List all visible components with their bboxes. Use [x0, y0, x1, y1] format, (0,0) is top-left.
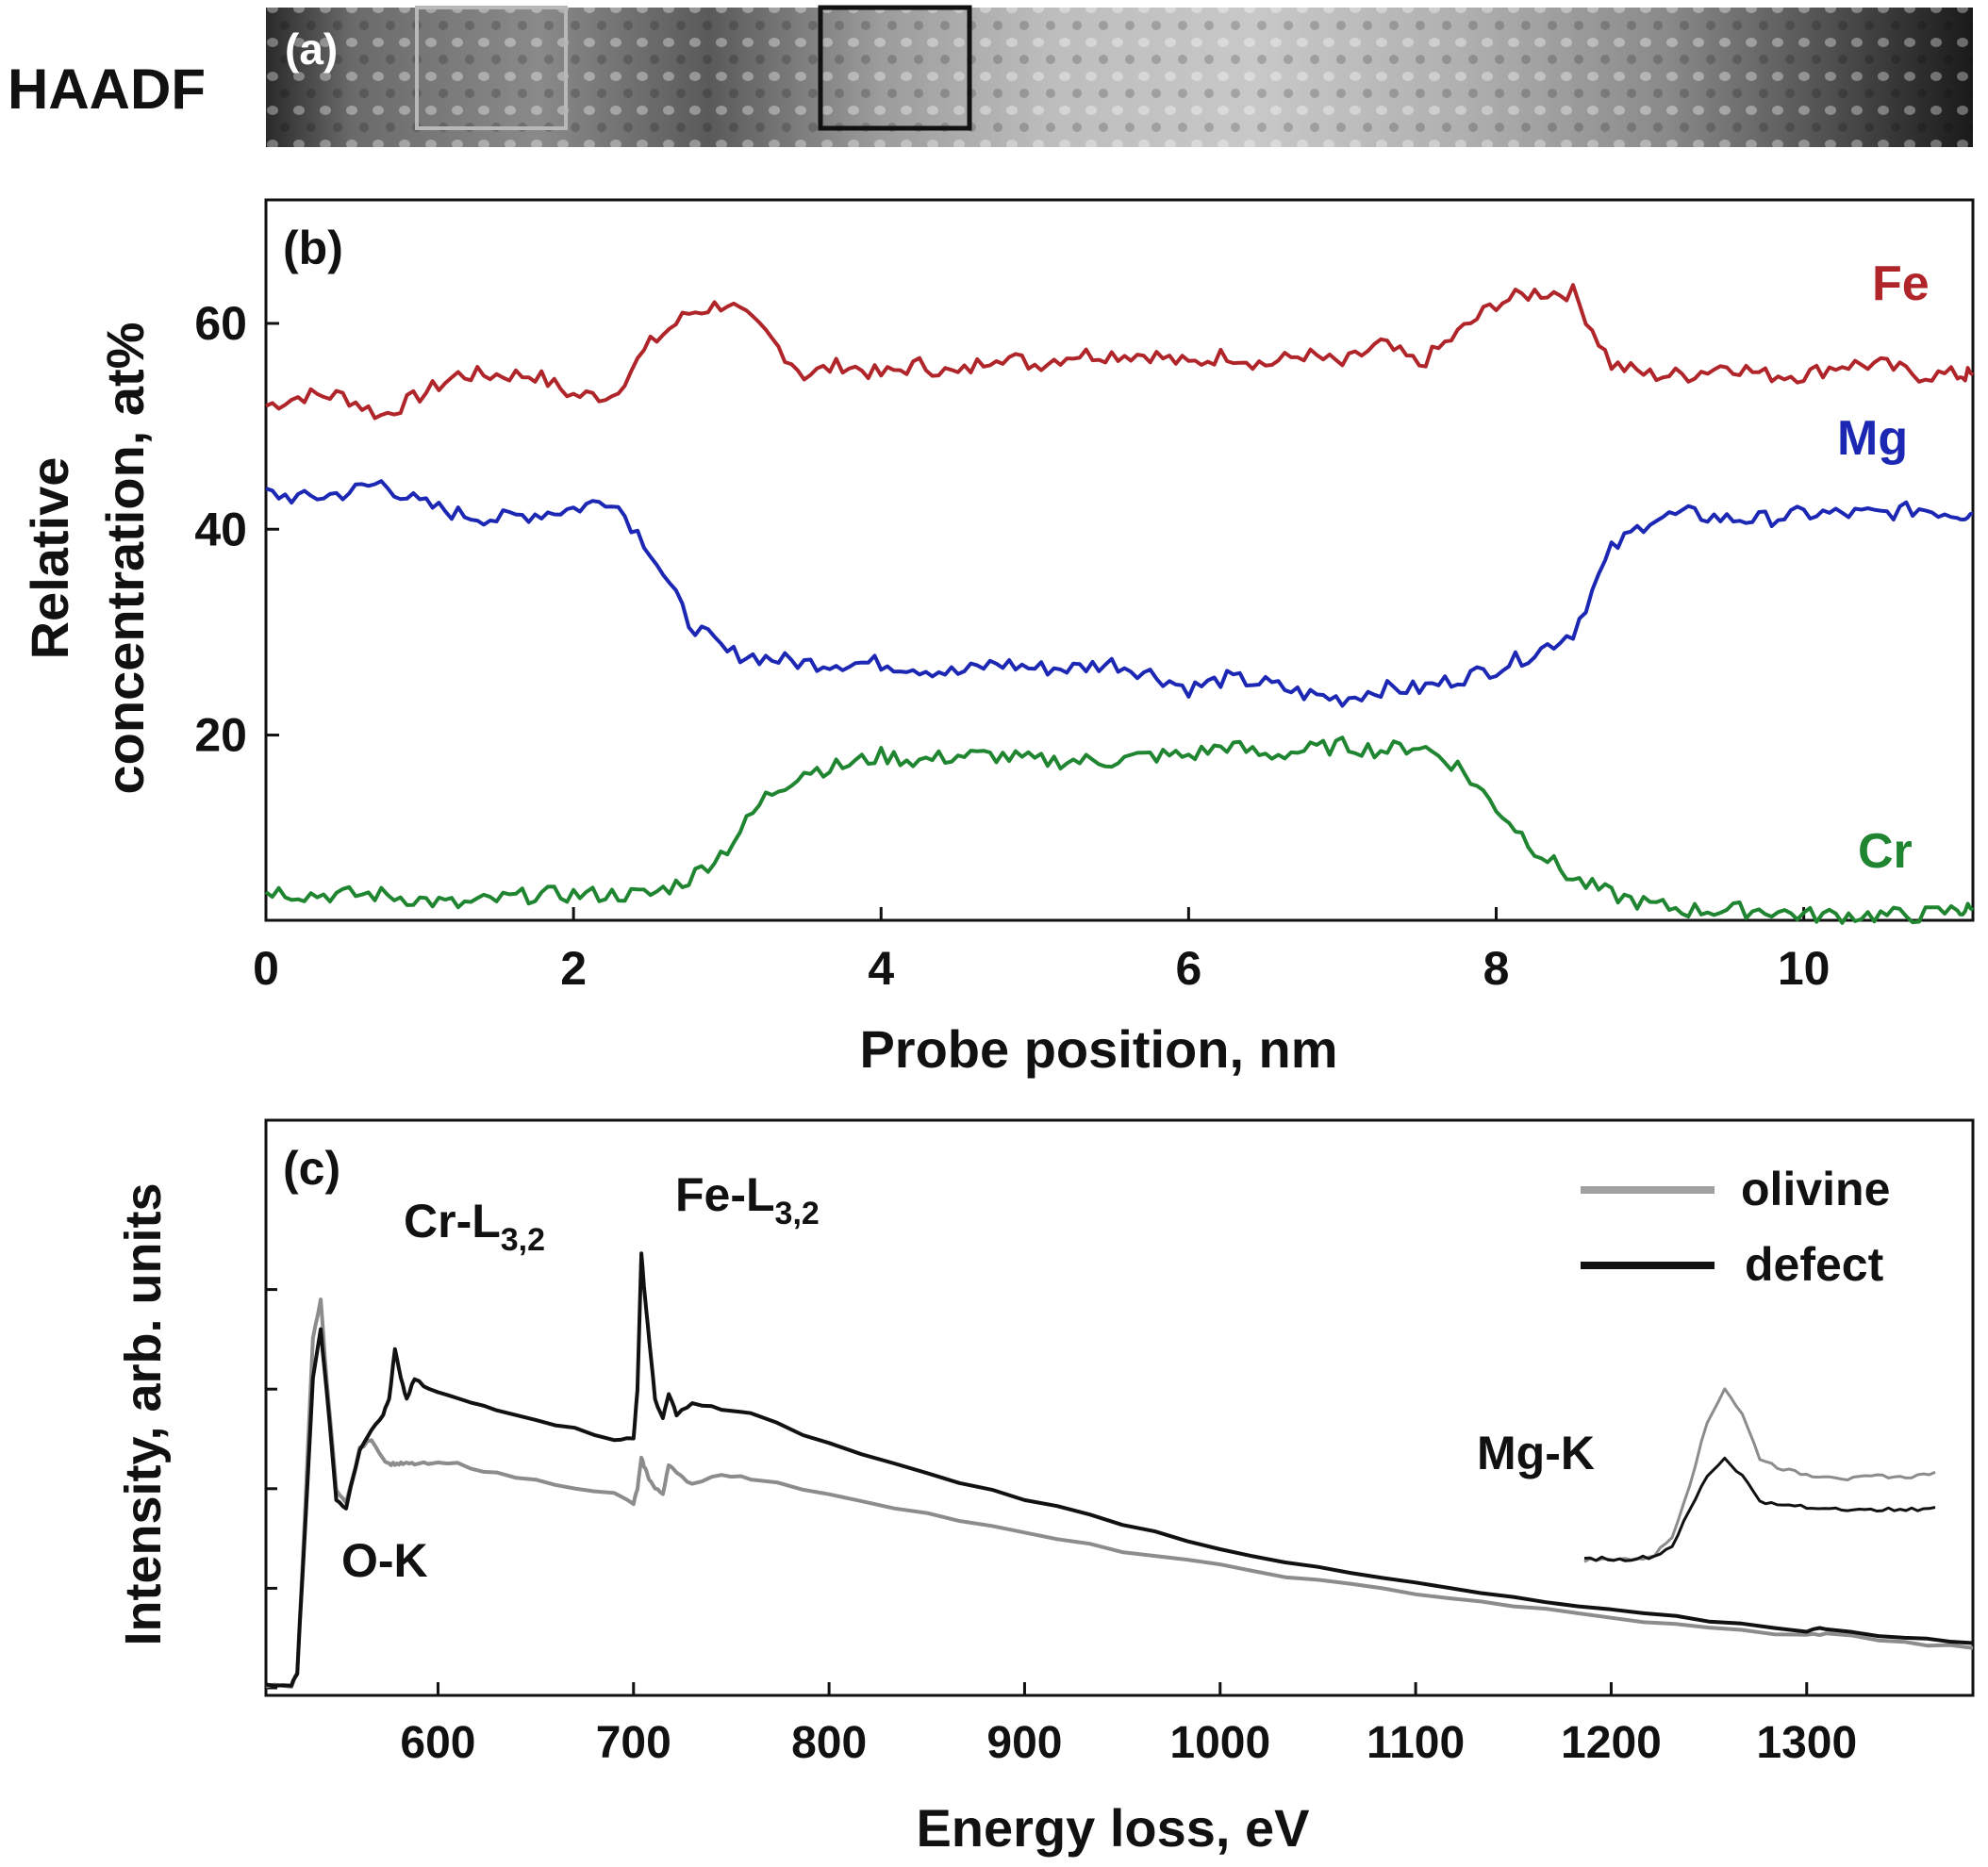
annotation-fe-l: Fe-L3,2: [675, 1168, 820, 1231]
panel-b-ytick-label: 20: [194, 709, 247, 762]
panel-b-xtick-label: 0: [253, 942, 279, 995]
panel-c-legend: olivine defect: [1581, 1163, 1890, 1291]
panel-c-xtick-label: 1000: [1169, 1718, 1270, 1768]
legend-cr-label: Cr: [1858, 824, 1913, 879]
olivine-region-box: [415, 6, 568, 130]
panel-c-xtick-label: 1100: [1367, 1718, 1465, 1768]
panel-c-xlabel: Energy loss, eV: [916, 1798, 1309, 1858]
legend-defect-label: defect: [1745, 1238, 1884, 1291]
panel-b-xtick-label: 2: [560, 942, 587, 995]
series-mg-line: [265, 479, 1974, 708]
legend-fe-label: Fe: [1872, 256, 1930, 311]
panel-b-ylabel-line1: Relative: [20, 457, 79, 660]
panel-b-xtick-label: 10: [1778, 942, 1831, 995]
mgk-inset: [1583, 1387, 1936, 1563]
panel-c-xtick-label: 1200: [1561, 1718, 1662, 1768]
mgk-inset-defect-line: [1583, 1456, 1936, 1562]
panel-b-ytick-label: 40: [194, 503, 247, 555]
series-defect-spectrum: [265, 1251, 1974, 1688]
defect-region-box: [818, 5, 972, 131]
annotation-mg-k: Mg-K: [1477, 1427, 1595, 1479]
panel-b-xtick-label: 6: [1175, 942, 1201, 995]
mgk-inset-olivine-line: [1583, 1387, 1936, 1563]
panel-b: (b) 0 2 4 6 8 10 20 40 60 Fe Mg Cr Probe positio…: [20, 198, 1975, 1079]
panel-c-xtick-label: 700: [596, 1718, 671, 1768]
annotation-cr-l: Cr-L3,2: [404, 1195, 545, 1258]
panel-a-label: (a): [285, 25, 338, 74]
panel-a: HAADF (a): [8, 5, 1973, 147]
haadf-label: HAADF: [8, 58, 206, 121]
annotation-o-k: O-K: [341, 1534, 428, 1587]
series-olivine-spectrum: [265, 1297, 1974, 1689]
panel-b-ylabel-line2: concentration, at%: [95, 322, 155, 795]
haadf-atom-texture: [266, 8, 1973, 147]
panel-b-xtick-label: 8: [1483, 942, 1510, 995]
panel-c-frame: [264, 1118, 1975, 1697]
panel-c-label: (c): [283, 1142, 340, 1195]
legend-mg-label: Mg: [1837, 411, 1908, 466]
series-fe-line: [265, 283, 1975, 421]
panel-c: (c) 600 700 800 900 1000 1100 1200 1300 O-K Cr-…: [115, 1118, 1975, 1858]
panel-c-xtick-label: 900: [986, 1718, 1062, 1768]
legend-olivine-label: olivine: [1741, 1163, 1890, 1215]
panel-b-xtick-label: 4: [868, 942, 894, 995]
panel-b-label: (b): [283, 222, 343, 274]
panel-b-ytick-label: 60: [194, 297, 247, 350]
panel-c-ylabel: Intensity, arb. units: [115, 1182, 172, 1645]
series-cr-line: [264, 735, 1975, 925]
panel-c-xtick-label: 600: [400, 1718, 475, 1768]
panel-c-xtick-label: 1300: [1756, 1718, 1857, 1768]
panel-c-xtick-label: 800: [791, 1718, 867, 1768]
panel-b-xlabel: Probe position, nm: [859, 1019, 1337, 1079]
panel-b-frame: [264, 198, 1975, 922]
